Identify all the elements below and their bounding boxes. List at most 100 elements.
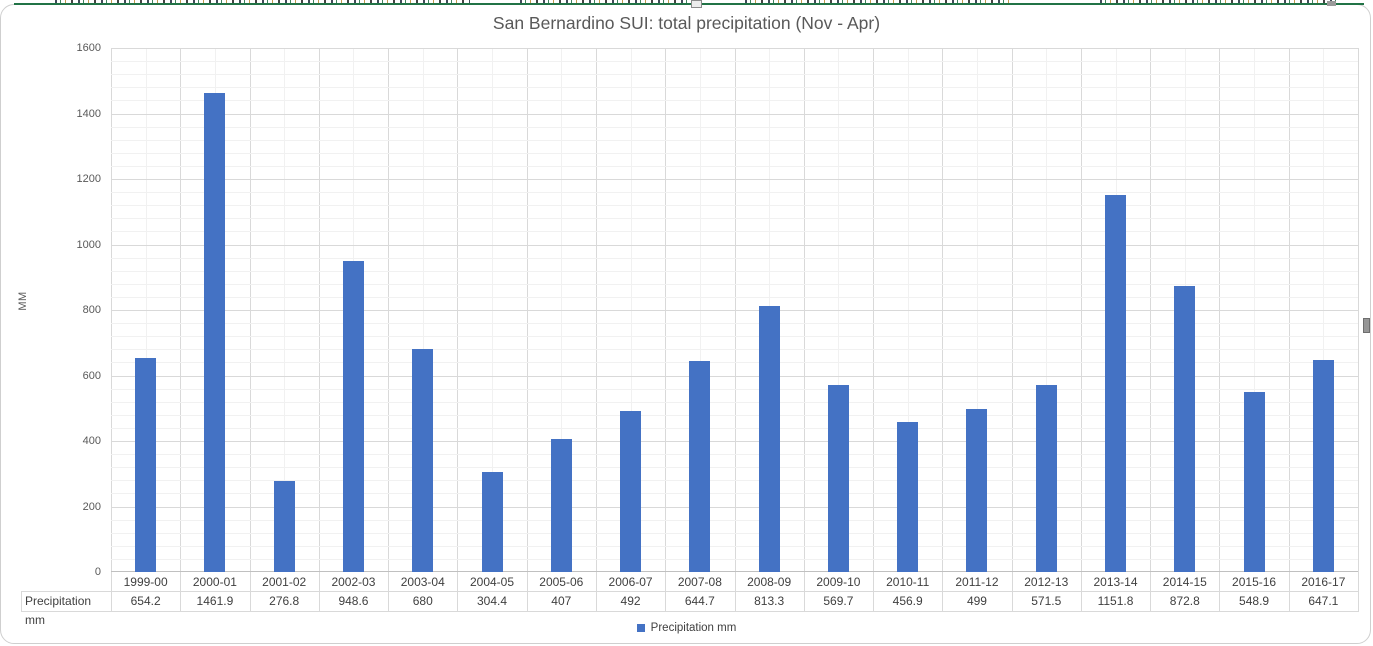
- bar-2006-07[interactable]: [620, 410, 642, 572]
- minor-horizontal-gridline: [111, 362, 1358, 364]
- minor-horizontal-gridline: [111, 545, 1358, 547]
- major-vertical-gridline: [318, 48, 320, 572]
- x-axis-label: 2005-06: [539, 575, 584, 589]
- minor-horizontal-gridline: [111, 519, 1358, 521]
- bar-2005-06[interactable]: [550, 438, 572, 572]
- y-axis-tick-label: 600: [82, 369, 101, 382]
- y-axis-tick-label: 1000: [76, 238, 101, 251]
- minor-horizontal-gridline: [111, 126, 1358, 128]
- table-border-v: [318, 572, 320, 612]
- y-axis-tick-label: 1200: [76, 173, 101, 185]
- data-table-value: 492: [620, 594, 641, 608]
- y-axis-tick-label: 200: [82, 500, 101, 513]
- bar-2002-03[interactable]: [342, 261, 364, 572]
- x-axis-label: 2011-12: [955, 575, 999, 589]
- major-vertical-gridline: [1150, 48, 1152, 572]
- bar-2013-14[interactable]: [1105, 194, 1127, 572]
- table-border-v: [873, 572, 875, 612]
- resize-handle-small-icon[interactable]: [1327, 1, 1336, 6]
- table-border-v: [1288, 572, 1290, 612]
- minor-horizontal-gridline: [111, 74, 1358, 76]
- major-vertical-gridline: [1288, 48, 1290, 572]
- minor-horizontal-gridline: [111, 532, 1358, 534]
- major-vertical-gridline: [388, 48, 390, 572]
- minor-horizontal-gridline: [111, 152, 1358, 154]
- data-table-value: 654.2: [130, 594, 161, 608]
- table-border-v: [111, 572, 112, 612]
- legend-marker-icon: [636, 624, 645, 632]
- major-horizontal-gridline: [111, 244, 1358, 246]
- minor-horizontal-gridline: [111, 257, 1358, 259]
- table-border-h: [21, 611, 1358, 612]
- x-axis-label: 2008-09: [747, 575, 792, 589]
- major-horizontal-gridline: [111, 506, 1358, 508]
- minor-horizontal-gridline: [111, 336, 1358, 338]
- x-axis-label: 2000-01: [192, 575, 237, 589]
- minor-horizontal-gridline: [111, 349, 1358, 351]
- major-vertical-gridline: [803, 48, 805, 572]
- data-table-value: 644.7: [684, 594, 715, 608]
- x-axis-label: 2009-10: [816, 575, 861, 589]
- minor-horizontal-gridline: [111, 218, 1358, 220]
- x-axis-label: 2012-13: [1024, 575, 1069, 589]
- bar-2001-02[interactable]: [273, 481, 295, 572]
- bar-2008-09[interactable]: [758, 305, 780, 572]
- bar-2011-12[interactable]: [966, 408, 988, 572]
- chart-legend[interactable]: Precipitation mm: [0, 620, 1373, 636]
- table-border-v: [1219, 572, 1221, 612]
- chart-title[interactable]: San Bernardino SUI: total precipitation …: [492, 13, 881, 33]
- table-border-v: [665, 572, 667, 612]
- table-border-v: [457, 572, 459, 612]
- minor-horizontal-gridline: [111, 283, 1358, 285]
- y-axis-tick-label: 0: [94, 566, 101, 578]
- bar-2016-17[interactable]: [1312, 360, 1334, 572]
- data-table-value: 456.9: [892, 594, 923, 608]
- minor-horizontal-gridline: [111, 558, 1358, 560]
- bar-2010-11[interactable]: [897, 422, 919, 572]
- data-table-value: 948.6: [338, 594, 369, 608]
- spreadsheet-row-fragment: [745, 0, 1010, 3]
- plot-area[interactable]: [111, 48, 1359, 572]
- bar-2004-05[interactable]: [481, 472, 503, 572]
- y-axis-tick-label: 800: [82, 304, 101, 316]
- major-vertical-gridline: [595, 48, 597, 572]
- minor-horizontal-gridline: [111, 139, 1358, 141]
- bar-2000-01[interactable]: [204, 93, 226, 572]
- table-border-v: [180, 572, 182, 612]
- bar-1999-00[interactable]: [135, 357, 157, 572]
- spreadsheet-row-fragment: [55, 0, 470, 3]
- spreadsheet-row-fragment: [520, 0, 700, 3]
- bar-2014-15[interactable]: [1174, 286, 1196, 572]
- minor-horizontal-gridline: [111, 192, 1358, 194]
- resize-handle-right-icon[interactable]: [1363, 318, 1370, 333]
- data-table-value: 499: [966, 594, 987, 608]
- bar-2015-16[interactable]: [1243, 392, 1265, 572]
- bar-2003-04[interactable]: [412, 349, 434, 572]
- spreadsheet-row-fragment: [1100, 0, 1340, 3]
- minor-horizontal-gridline: [111, 270, 1358, 272]
- major-horizontal-gridline: [111, 441, 1358, 442]
- table-border-v: [1358, 572, 1359, 612]
- bar-2012-13[interactable]: [1035, 384, 1057, 572]
- table-border-v: [526, 572, 528, 612]
- minor-horizontal-gridline: [111, 205, 1358, 207]
- minor-horizontal-gridline: [111, 61, 1358, 63]
- y-axis-tick-label: 400: [82, 435, 101, 447]
- x-axis-label: 2013-14: [1093, 575, 1138, 589]
- minor-horizontal-gridline: [111, 231, 1358, 233]
- bar-2007-08[interactable]: [689, 360, 711, 572]
- major-vertical-gridline: [1219, 48, 1221, 572]
- table-border-v: [803, 572, 805, 612]
- x-axis-label: 2015-16: [1232, 575, 1277, 589]
- major-horizontal-gridline: [111, 48, 1358, 49]
- resize-handle-top-icon[interactable]: [691, 0, 702, 8]
- x-axis-label: 2003-04: [400, 575, 445, 589]
- table-border-v: [1150, 572, 1152, 612]
- major-vertical-gridline: [873, 48, 875, 572]
- data-table-value: 548.9: [1239, 594, 1270, 608]
- bar-2009-10[interactable]: [827, 385, 849, 572]
- minor-horizontal-gridline: [111, 493, 1358, 495]
- major-horizontal-gridline: [111, 310, 1358, 311]
- table-border-v: [388, 572, 390, 612]
